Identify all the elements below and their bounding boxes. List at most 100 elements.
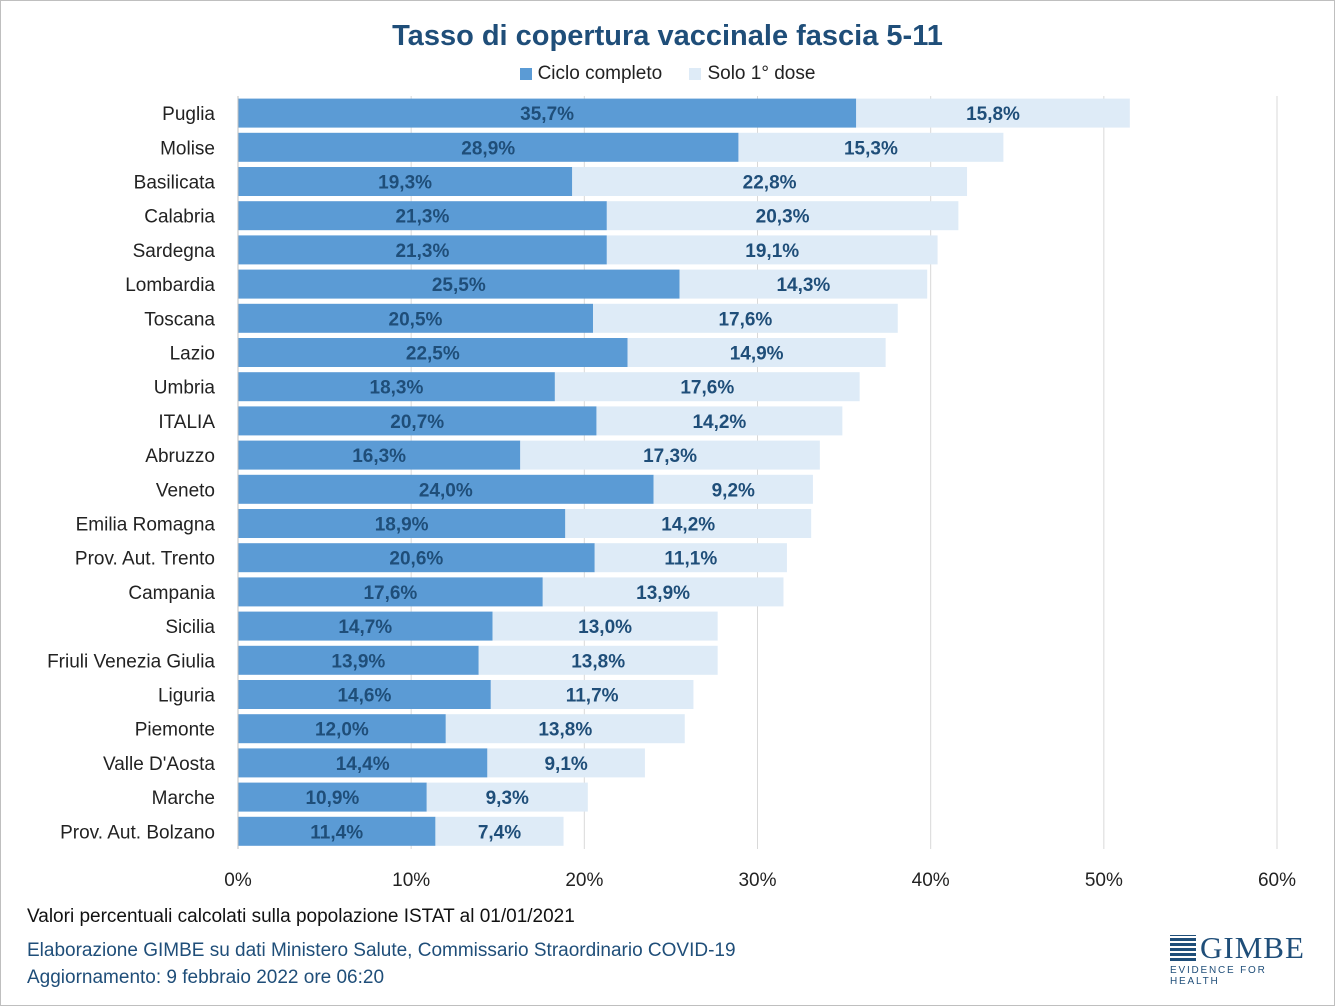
gimbe-logo: GIMBE EVIDENCE FOR HEALTH — [1170, 930, 1310, 987]
logo-name: GIMBE — [1200, 930, 1305, 965]
data-label-ciclo-completo-basilicata: 19,3% — [378, 173, 432, 194]
category-label-umbria: Umbria — [154, 378, 216, 399]
bar-solo-prima-dose-umbria — [554, 372, 860, 402]
bar-solo-prima-dose-prov-aut-trento — [594, 543, 787, 573]
data-label-solo-prima-dose-calabria: 20,3% — [756, 207, 810, 228]
bar-ciclo-completo-umbria — [238, 372, 555, 402]
bar-solo-prima-dose-basilicata — [572, 167, 968, 196]
category-label-toscana: Toscana — [144, 309, 215, 330]
population-note: Valori percentuali calcolati sulla popol… — [27, 906, 575, 927]
category-label-piemonte: Piemonte — [135, 720, 215, 741]
data-label-ciclo-completo-campania: 17,6% — [363, 583, 417, 604]
data-label-solo-prima-dose-piemonte: 13,8% — [538, 720, 592, 741]
legend-swatch-solo-prima-dose — [689, 68, 702, 80]
legend-label-solo-prima-dose: Solo 1° dose — [707, 63, 816, 84]
data-label-ciclo-completo-friuli-venezia-giulia: 13,9% — [331, 651, 385, 672]
data-label-ciclo-completo-prov-aut-trento: 20,6% — [389, 549, 443, 570]
data-label-ciclo-completo-piemonte: 12,0% — [315, 720, 369, 741]
data-label-ciclo-completo-veneto: 24,0% — [419, 480, 473, 501]
bar-solo-prima-dose-toscana — [592, 303, 898, 333]
category-label-friuli-venezia-giulia: Friuli Venezia Giulia — [47, 651, 215, 672]
bar-ciclo-completo-toscana — [238, 303, 593, 333]
bar-solo-prima-dose-lazio — [627, 338, 886, 367]
bar-ciclo-completo-friuli-venezia-giulia — [238, 645, 479, 675]
x-tick-label-30: 30% — [738, 870, 776, 891]
bar-ciclo-completo-lazio — [238, 338, 628, 367]
x-tick-label-20: 20% — [565, 870, 603, 891]
legend: Ciclo completo Solo 1° dose — [0, 63, 1335, 86]
data-label-solo-prima-dose-lazio: 14,9% — [730, 344, 784, 365]
data-label-solo-prima-dose-italia: 14,2% — [692, 412, 746, 433]
data-label-ciclo-completo-emilia-romagna: 18,9% — [375, 515, 429, 536]
data-label-ciclo-completo-sicilia: 14,7% — [338, 617, 392, 638]
data-label-solo-prima-dose-veneto: 9,2% — [712, 480, 755, 501]
data-label-ciclo-completo-italia: 20,7% — [390, 412, 444, 433]
bar-solo-prima-dose-friuli-venezia-giulia — [478, 645, 718, 675]
data-label-ciclo-completo-toscana: 20,5% — [389, 309, 443, 330]
bar-solo-prima-dose-puglia — [856, 98, 1130, 128]
legend-item-ciclo-completo: Ciclo completo — [519, 63, 662, 85]
category-label-veneto: Veneto — [156, 480, 215, 501]
data-label-ciclo-completo-prov-aut-bolzano: 11,4% — [310, 822, 363, 843]
category-label-molise: Molise — [160, 138, 215, 159]
bar-solo-prima-dose-veneto — [653, 474, 813, 504]
chart-title: Tasso di copertura vaccinale fascia 5-11 — [392, 20, 943, 52]
bar-ciclo-completo-abruzzo — [238, 440, 521, 470]
data-label-ciclo-completo-puglia: 35,7% — [520, 104, 574, 125]
data-label-solo-prima-dose-umbria: 17,6% — [680, 378, 734, 399]
data-label-solo-prima-dose-marche: 9,3% — [486, 788, 529, 809]
legend-swatch-ciclo-completo — [519, 68, 532, 80]
data-label-solo-prima-dose-toscana: 17,6% — [718, 309, 772, 330]
bar-solo-prima-dose-emilia-romagna — [565, 509, 812, 538]
data-label-ciclo-completo-sardegna: 21,3% — [395, 241, 449, 262]
data-label-solo-prima-dose-friuli-venezia-giulia: 13,8% — [571, 651, 625, 672]
data-label-ciclo-completo-marche: 10,9% — [305, 788, 359, 809]
bar-solo-prima-dose-marche — [426, 782, 588, 812]
category-label-lombardia: Lombardia — [125, 275, 215, 296]
category-label-lazio: Lazio — [170, 344, 215, 365]
bar-ciclo-completo-marche — [238, 782, 427, 812]
bar-ciclo-completo-prov-aut-bolzano — [238, 816, 436, 846]
data-label-solo-prima-dose-prov-aut-trento: 11,1% — [664, 549, 717, 570]
bar-ciclo-completo-italia — [238, 406, 597, 436]
category-label-abruzzo: Abruzzo — [145, 446, 215, 467]
bar-ciclo-completo-campania — [238, 577, 543, 607]
bar-ciclo-completo-prov-aut-trento — [238, 543, 595, 573]
data-label-solo-prima-dose-molise: 15,3% — [844, 138, 898, 159]
data-label-ciclo-completo-lazio: 22,5% — [406, 344, 460, 365]
bar-solo-prima-dose-italia — [596, 406, 843, 436]
data-label-solo-prima-dose-lombardia: 14,3% — [776, 275, 830, 296]
bar-ciclo-completo-valle-d-aosta — [238, 748, 488, 778]
bar-ciclo-completo-sicilia — [238, 611, 493, 641]
data-label-ciclo-completo-molise: 28,9% — [461, 138, 515, 159]
data-label-ciclo-completo-calabria: 21,3% — [395, 207, 449, 228]
bar-solo-prima-dose-calabria — [606, 201, 959, 231]
category-label-marche: Marche — [152, 788, 215, 809]
bar-solo-prima-dose-prov-aut-bolzano — [435, 816, 564, 846]
logo-tagline: EVIDENCE FOR HEALTH — [1170, 965, 1267, 987]
legend-item-solo-prima-dose: Solo 1° dose — [689, 63, 815, 85]
bar-ciclo-completo-veneto — [238, 474, 654, 504]
x-tick-label-40: 40% — [912, 870, 950, 891]
category-label-basilicata: Basilicata — [134, 173, 216, 194]
bar-ciclo-completo-molise — [238, 132, 739, 162]
data-label-solo-prima-dose-basilicata: 22,8% — [743, 173, 797, 194]
category-label-emilia-romagna: Emilia Romagna — [76, 515, 216, 536]
data-label-ciclo-completo-valle-d-aosta: 14,4% — [336, 754, 390, 775]
data-label-solo-prima-dose-liguria: 11,7% — [566, 686, 619, 707]
data-label-solo-prima-dose-sicilia: 13,0% — [578, 617, 632, 638]
data-label-solo-prima-dose-sardegna: 19,1% — [745, 241, 799, 262]
data-label-solo-prima-dose-abruzzo: 17,3% — [643, 446, 697, 467]
bar-ciclo-completo-piemonte — [238, 714, 446, 744]
bar-ciclo-completo-puglia — [238, 98, 857, 128]
bar-ciclo-completo-sardegna — [238, 235, 607, 265]
update-note: Aggiornamento: 9 febbraio 2022 ore 06:20 — [27, 967, 385, 988]
bar-solo-prima-dose-abruzzo — [520, 440, 820, 470]
data-label-ciclo-completo-umbria: 18,3% — [370, 378, 424, 399]
bar-solo-prima-dose-valle-d-aosta — [487, 748, 645, 778]
bar-ciclo-completo-calabria — [238, 201, 607, 231]
bar-solo-prima-dose-sardegna — [606, 235, 938, 265]
data-label-solo-prima-dose-valle-d-aosta: 9,1% — [544, 754, 587, 775]
bar-ciclo-completo-basilicata — [238, 167, 573, 196]
